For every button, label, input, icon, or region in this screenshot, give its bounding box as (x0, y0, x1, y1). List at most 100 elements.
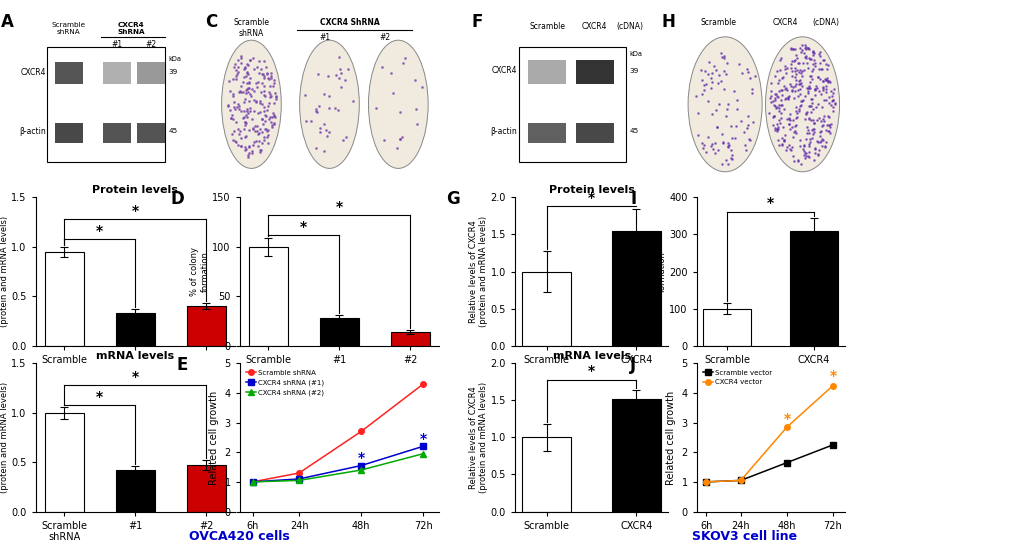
Text: *: * (588, 364, 594, 378)
Text: CXCR4: CXCR4 (772, 18, 798, 27)
Text: CXCR4 ShRNA: CXCR4 ShRNA (320, 18, 380, 27)
Text: Scramble
shRNA: Scramble shRNA (233, 18, 269, 38)
Bar (319, 318, 359, 346)
Y-axis label: Related cell growth: Related cell growth (209, 390, 219, 484)
CXCR4 shRNA (#2) (355, 467, 367, 473)
Title: Protein levels: Protein levels (92, 185, 178, 195)
Text: 45: 45 (169, 128, 178, 134)
Text: F: F (471, 13, 482, 31)
CXCR4 shRNA (#1) (292, 476, 305, 482)
Scramble vector (781, 460, 793, 466)
Text: I: I (630, 190, 636, 208)
Bar (522, 437, 571, 512)
Scramble vector (826, 441, 839, 448)
Text: 39: 39 (629, 67, 638, 74)
Text: H: H (660, 13, 675, 31)
Text: CXCR4: CXCR4 (20, 68, 46, 77)
Bar (115, 313, 155, 346)
Line: Scramble shRNA: Scramble shRNA (250, 381, 426, 484)
Scramble vector (734, 477, 746, 484)
Text: *: * (300, 220, 307, 234)
Text: E: E (176, 356, 187, 374)
Y-axis label: Relative levels of CXCR4
(protein and mRNA levels): Relative levels of CXCR4 (protein and mR… (468, 216, 487, 327)
Bar (522, 272, 571, 346)
Text: *: * (358, 451, 365, 465)
CXCR4 shRNA (#2) (417, 450, 429, 457)
CXCR4 vector (826, 382, 839, 389)
CXCR4 vector (734, 477, 746, 484)
Bar (519, 47, 626, 161)
Line: Scramble vector: Scramble vector (703, 442, 835, 484)
Text: CXCR4
ShRNA: CXCR4 ShRNA (117, 22, 145, 35)
Bar (186, 465, 225, 512)
Y-axis label: Relative levels of CXCR4
(protein and mRNA levels): Relative levels of CXCR4 (protein and mR… (468, 382, 487, 493)
Title: mRNA levels: mRNA levels (96, 351, 174, 361)
Scramble shRNA (417, 381, 429, 388)
CXCR4 shRNA (#1) (355, 462, 367, 469)
Bar (115, 470, 155, 512)
Text: (cDNA): (cDNA) (615, 22, 642, 30)
Bar (55, 123, 84, 143)
Title: Protein levels: Protein levels (548, 185, 634, 195)
Bar (703, 309, 750, 346)
Text: A: A (1, 13, 14, 31)
Text: *: * (335, 200, 342, 214)
Text: #1: #1 (319, 33, 330, 43)
CXCR4 vector (781, 424, 793, 430)
Bar (390, 332, 429, 346)
Ellipse shape (300, 40, 359, 169)
Line: CXCR4 shRNA (#1): CXCR4 shRNA (#1) (250, 444, 426, 484)
Text: kDa: kDa (629, 51, 642, 57)
Bar (249, 247, 287, 346)
Bar (47, 47, 165, 161)
CXCR4 shRNA (#1) (247, 478, 259, 485)
Text: Scramble
shRNA: Scramble shRNA (52, 22, 86, 35)
Bar (103, 62, 131, 84)
Scramble vector (699, 478, 711, 485)
Text: *: * (828, 369, 836, 383)
Bar (575, 60, 613, 84)
Text: #2: #2 (379, 33, 389, 43)
Text: CXCR4: CXCR4 (582, 22, 607, 30)
Ellipse shape (368, 40, 428, 169)
Text: *: * (96, 224, 103, 238)
Bar (137, 123, 165, 143)
Text: *: * (766, 196, 773, 210)
Bar (611, 231, 660, 346)
Bar (55, 62, 84, 84)
Ellipse shape (688, 37, 761, 172)
Text: β-actin: β-actin (490, 127, 517, 136)
Bar (611, 399, 660, 512)
Ellipse shape (221, 40, 281, 169)
Y-axis label: Relative levels of CXCR4
(protein and mRNA levels): Relative levels of CXCR4 (protein and mR… (0, 382, 8, 493)
Scramble shRNA (292, 469, 305, 476)
Text: OVCA420 cells: OVCA420 cells (190, 530, 289, 543)
CXCR4 shRNA (#1) (417, 443, 429, 450)
Bar (790, 231, 837, 346)
Text: (cDNA): (cDNA) (812, 18, 839, 27)
Text: #1: #1 (111, 40, 122, 49)
Y-axis label: % of colony
formation: % of colony formation (646, 247, 665, 296)
Line: CXCR4 shRNA (#2): CXCR4 shRNA (#2) (250, 451, 426, 484)
Bar (528, 60, 566, 84)
Legend: Scramble shRNA, CXCR4 shRNA (#1), CXCR4 shRNA (#2): Scramble shRNA, CXCR4 shRNA (#1), CXCR4 … (243, 367, 327, 398)
Text: 45: 45 (629, 128, 638, 134)
Bar (137, 62, 165, 84)
Y-axis label: Related cell growth: Related cell growth (665, 390, 676, 484)
Text: 39: 39 (169, 69, 178, 75)
Bar (45, 413, 84, 512)
Bar (528, 123, 566, 143)
Text: D: D (170, 190, 183, 208)
CXCR4 vector (699, 478, 711, 485)
Line: CXCR4 vector: CXCR4 vector (703, 383, 835, 484)
CXCR4 shRNA (#2) (292, 477, 305, 484)
Text: CXCR4
ShRNA: CXCR4 ShRNA (359, 402, 389, 421)
Text: C: C (206, 13, 218, 31)
Text: *: * (419, 432, 426, 446)
Text: β-actin: β-actin (19, 127, 46, 136)
Bar (45, 252, 84, 346)
Title: mRNA levels: mRNA levels (552, 351, 630, 361)
Legend: Scramble vector, CXCR4 vector: Scramble vector, CXCR4 vector (699, 367, 774, 388)
Bar (186, 306, 225, 346)
Text: (cDNA): (cDNA) (775, 375, 807, 384)
